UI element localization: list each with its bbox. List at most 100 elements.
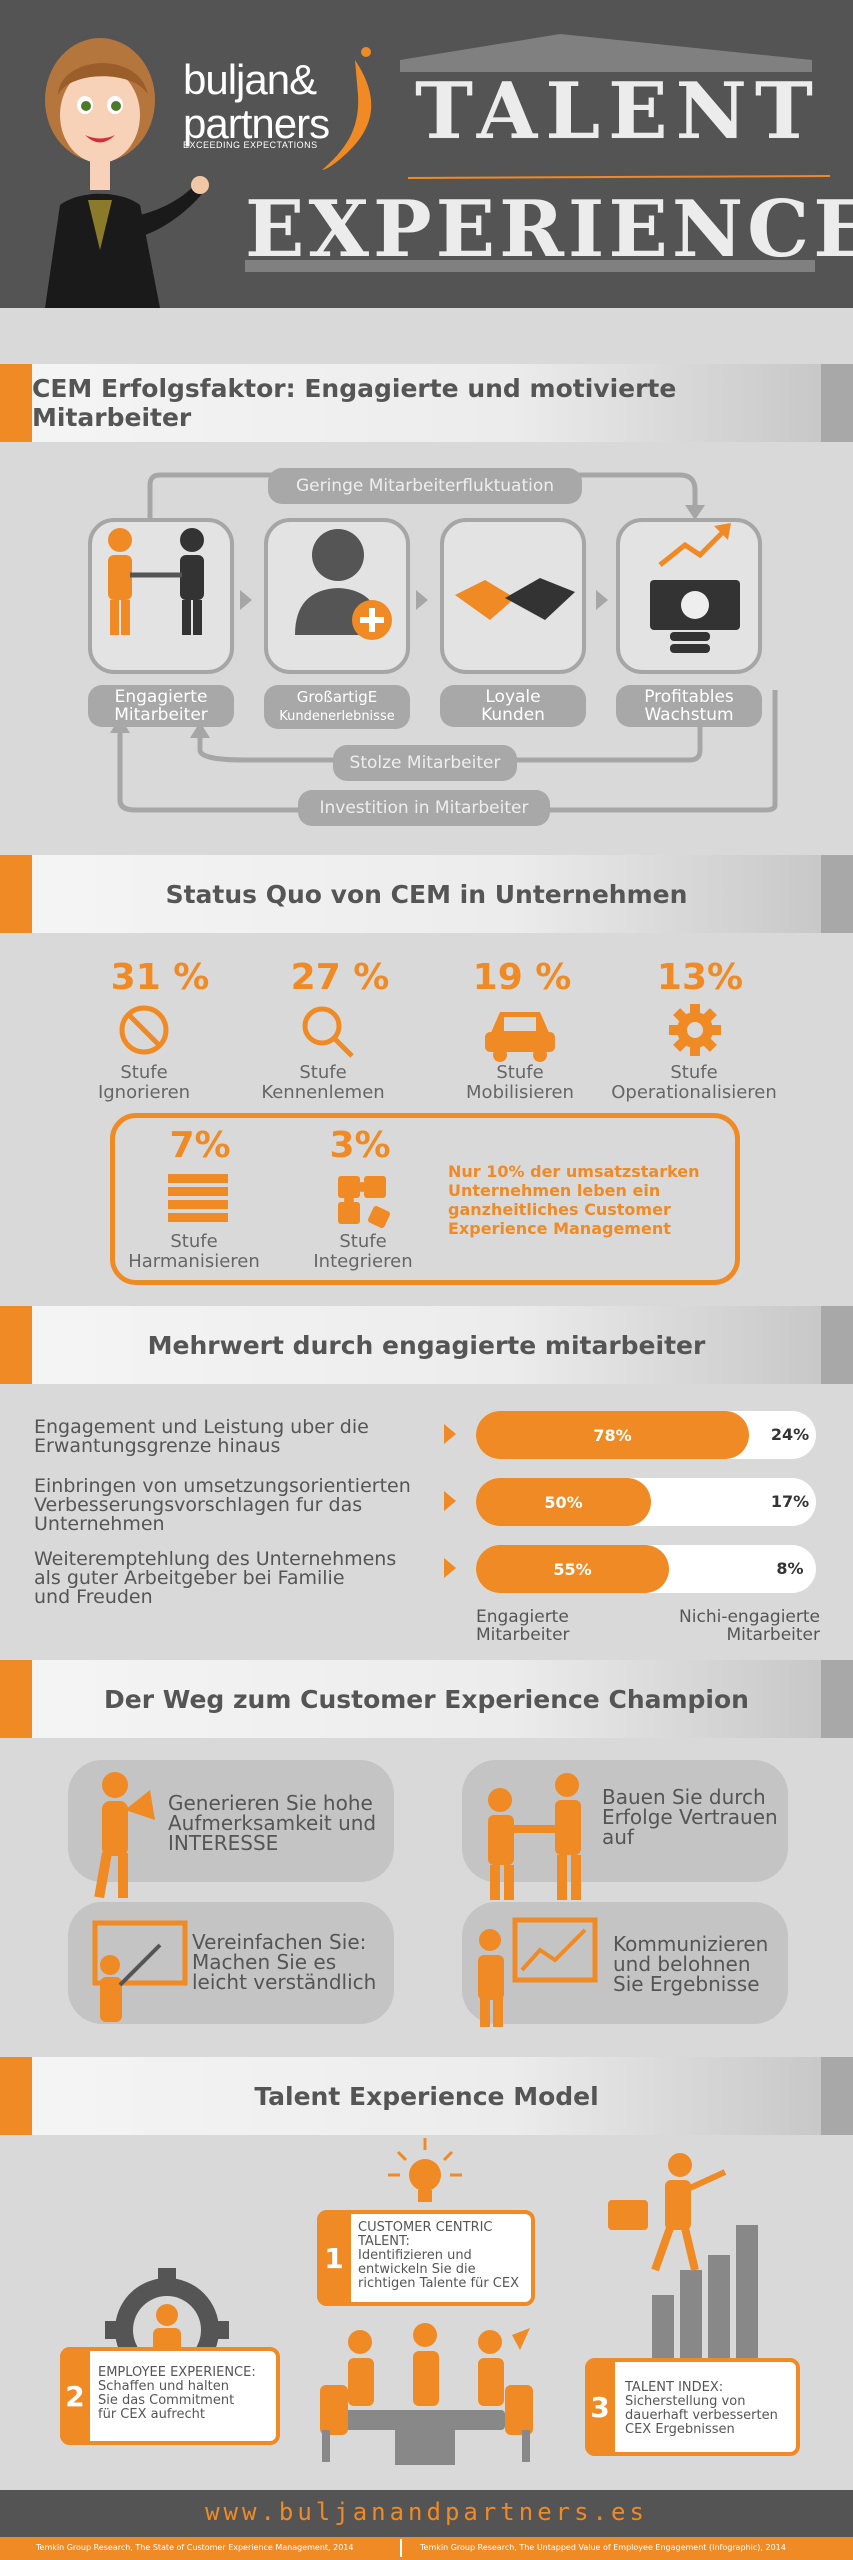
stage-integrate: Stufe Integrieren (313, 1231, 413, 1272)
chart-presenter-icon (478, 1917, 598, 2027)
footer-sources-bar: Temkin Group Research, The State of Cust… (0, 2537, 853, 2560)
model-number-3: 3 (585, 2358, 615, 2456)
bar-not-engaged-3: 8% (776, 1559, 804, 1578)
bar-not-engaged-1: 24% (770, 1425, 810, 1444)
model-text-2: EMPLOYEE EXPERIENCE: Schaffen und halten S… (98, 2365, 256, 2422)
pct-learn: 27 % (290, 957, 390, 998)
model-number-1: 1 (317, 2210, 351, 2306)
pct-mobilize: 19 % (472, 957, 572, 998)
footer-url[interactable]: www.buljanandpartners.es (205, 2498, 648, 2526)
label-loyal: Loyale Kunden (440, 685, 586, 727)
status-note: Nur 10% der umsatzstarken Unternehmen leb… (448, 1162, 700, 1238)
header-art (45, 34, 831, 308)
pct-operationalize: 13% (656, 957, 744, 998)
stage-harmonize: Stufe Harmanisieren (128, 1231, 260, 1272)
pill-low-turnover: Geringe Mitarbeiterfluktuation (268, 468, 582, 504)
section-bar-champion: Der Weg zum Customer Experience Champion (0, 1660, 853, 1738)
status-box (110, 1113, 740, 1285)
legend-engaged: Engagierte Mitarbeiter (476, 1607, 570, 1645)
pill-proud-employees: Stolze Mitarbeiter (333, 745, 517, 781)
arrow-icon (444, 1558, 456, 1578)
box-experiences (264, 518, 410, 674)
footer-divider (400, 2539, 402, 2557)
stack-icon (168, 1174, 228, 1222)
roof-shape (400, 34, 812, 72)
puzzle-icon (338, 1176, 390, 1228)
lightbulb-icon (388, 2138, 462, 2202)
bar-track-3: 55% (476, 1545, 816, 1593)
section-title: CEM Erfolgsfaktor: Engagierte und motivi… (32, 374, 677, 432)
bar-engaged-2: 50% (476, 1478, 651, 1526)
footer-source-1: Temkin Group Research, The State of Cust… (36, 2543, 354, 2552)
status-icons (119, 1004, 721, 1062)
model-text-3: TALENT INDEX: Sicherstellung von dauerhaft… (625, 2380, 778, 2437)
footer: www.buljanandpartners.es Temkin Group Re… (0, 2490, 853, 2560)
bar-track-2: 50% (476, 1478, 816, 1526)
model-item-1 (317, 2210, 535, 2306)
value-row-2-text: Einbringen von umsetzungsorientierten Ver… (34, 1475, 411, 1535)
brand-name-line1: buljan& (183, 56, 317, 103)
bar-track-1: 78% (476, 1411, 816, 1459)
section-title: Talent Experience Model (254, 2081, 599, 2111)
model-item-3 (585, 2358, 800, 2456)
car-icon (485, 1012, 555, 1062)
card-simplify-text: Vereinfachen Sie: Machen Sie es leicht ver… (192, 1930, 377, 1994)
bar-not-engaged-2: 17% (770, 1492, 810, 1511)
status-box-icons (168, 1174, 390, 1228)
box-loyal (440, 518, 586, 674)
team-trust-icon (488, 1773, 581, 1900)
section-bar-cem: CEM Erfolgsfaktor: Engagierte und motivi… (0, 364, 853, 442)
meeting-table-icon (320, 2323, 533, 2465)
gear-icon (669, 1004, 721, 1056)
brand-tagline: EXCEEDING EXPECTATIONS (183, 140, 318, 150)
model-number-2: 2 (60, 2347, 90, 2445)
section-title: Der Weg zum Customer Experience Champion (104, 1684, 749, 1714)
section-bar-value: Mehrwert durch engagierte mitarbeiter (0, 1306, 853, 1384)
presentation-icon (92, 1920, 188, 2022)
search-icon (302, 1006, 354, 1058)
section-bar-model: Talent Experience Model (0, 2057, 853, 2135)
value-row-3-text: Weiteremptehlung des Unternehmens als gut… (34, 1548, 397, 1608)
arrow-head-icon (685, 505, 705, 520)
stage-operationalize: Stufe Operationalisieren (611, 1062, 777, 1103)
arrow-icon (444, 1491, 456, 1511)
footer-source-2: Temkin Group Research, The Untapped Valu… (420, 2543, 786, 2552)
box-engaged (88, 518, 234, 674)
header-banner: buljan& partners EXCEEDING EXPECTATIONS … (0, 0, 853, 308)
card-trust-text: Bauen Sie durch Erfolge Vertrauen auf (602, 1785, 778, 1849)
climbing-person-icon (608, 2153, 758, 2360)
label-experiences: GroßartigE Kundenerlebnisse (264, 685, 410, 729)
base-shape (245, 260, 815, 272)
label-engaged: Engagierte Mitarbeiter (88, 685, 234, 727)
pct-harmonize: 7% (169, 1125, 231, 1166)
swoosh-icon (322, 60, 372, 170)
arrow-icon (444, 1424, 456, 1444)
card-attention-text: Generieren Sie hohe Aufmerksamkeit und INT… (168, 1791, 377, 1855)
section-title: Status Quo von CEM in Unternehmen (165, 879, 688, 909)
bar-engaged-1: 78% (476, 1411, 749, 1459)
stage-mobilize: Stufe Mobilisieren (466, 1062, 574, 1103)
stage-ignore: Stufe Ignorieren (97, 1062, 191, 1103)
bar-engaged-3: 55% (476, 1545, 669, 1593)
section-bar-status: Status Quo von CEM in Unternehmen (0, 855, 853, 933)
model-text-1: CUSTOMER CENTRIC TALENT: Identifizieren un… (358, 2220, 519, 2291)
label-growth: Profitables Wachstum (616, 685, 762, 727)
pill-investment: Investition in Mitarbeiter (298, 790, 550, 826)
card-communicate-text: Kommunizieren und belohnen Sie Ergebnisse (613, 1932, 769, 1996)
stage-learn: Stufe Kennenlemen (261, 1062, 385, 1103)
pct-integrate: 3% (329, 1125, 391, 1166)
pct-ignore: 31 % (110, 957, 210, 998)
section-title: Mehrwert durch engagierte mitarbeiter (147, 1330, 706, 1360)
brand-name-line2: partners (183, 100, 330, 147)
title-experience: EXPERIENCE (245, 184, 853, 275)
woman-mascot-icon (45, 38, 209, 308)
row-arrows (444, 1424, 456, 1578)
value-row-1-text: Engagement und Leistung uber die Erwantun… (34, 1416, 369, 1457)
legend-not-engaged: Nichi-engagierte Mitarbeiter (679, 1607, 820, 1645)
megaphone-person-icon (94, 1772, 155, 1899)
box-growth (616, 518, 762, 674)
card-trust (462, 1760, 788, 1882)
champion-icons (92, 1772, 598, 2027)
ignore-icon (119, 1005, 169, 1055)
title-talent: TALENT (415, 66, 821, 157)
